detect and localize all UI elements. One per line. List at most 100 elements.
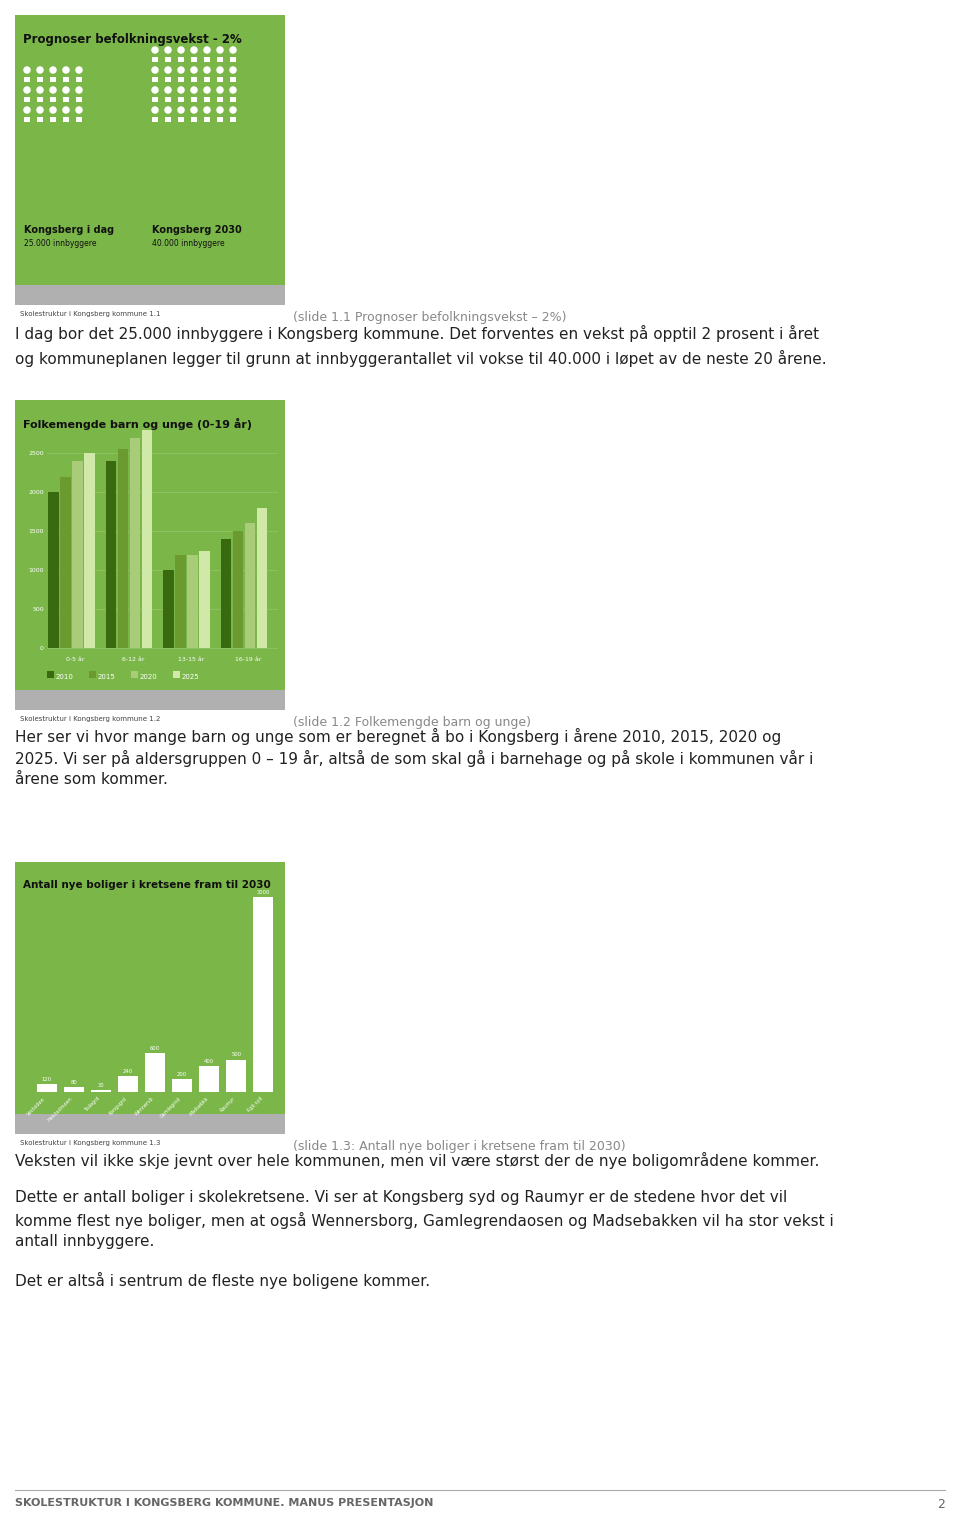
Circle shape	[204, 107, 210, 114]
Circle shape	[63, 67, 69, 74]
Text: Wennersb: Wennersb	[134, 1095, 155, 1117]
Text: Skolestruktur i Kongsberg kommune 1.2: Skolestruktur i Kongsberg kommune 1.2	[20, 716, 160, 723]
Text: 500: 500	[231, 1052, 241, 1057]
Text: Raumyr: Raumyr	[219, 1095, 236, 1114]
FancyBboxPatch shape	[91, 1091, 110, 1092]
Text: Prognoser befolkningsvekst - 2%: Prognoser befolkningsvekst - 2%	[23, 34, 242, 46]
FancyBboxPatch shape	[217, 97, 223, 103]
Text: Kongsberg i dag: Kongsberg i dag	[24, 225, 114, 235]
Text: SKOLESTRUKTUR I KONGSBERG KOMMUNE. MANUS PRESENTASJON: SKOLESTRUKTUR I KONGSBERG KOMMUNE. MANUS…	[15, 1499, 433, 1508]
Circle shape	[152, 48, 158, 54]
Text: 0-5 år: 0-5 år	[66, 657, 85, 663]
FancyBboxPatch shape	[118, 449, 129, 647]
Circle shape	[178, 48, 184, 54]
FancyBboxPatch shape	[230, 97, 236, 103]
FancyBboxPatch shape	[230, 77, 236, 83]
Circle shape	[165, 87, 171, 94]
FancyBboxPatch shape	[165, 97, 171, 103]
Circle shape	[178, 87, 184, 94]
Text: 240: 240	[123, 1069, 132, 1074]
FancyBboxPatch shape	[165, 77, 171, 83]
FancyBboxPatch shape	[191, 77, 197, 83]
Text: Vestsiden: Vestsiden	[26, 1095, 46, 1117]
FancyBboxPatch shape	[153, 57, 157, 63]
Text: 2015: 2015	[98, 673, 116, 680]
FancyBboxPatch shape	[153, 97, 157, 103]
Text: 400: 400	[204, 1058, 214, 1065]
Text: Tislegrd: Tislegrd	[84, 1095, 101, 1114]
FancyBboxPatch shape	[153, 117, 157, 123]
FancyBboxPatch shape	[187, 555, 198, 647]
FancyBboxPatch shape	[118, 1077, 138, 1092]
Text: Heistadmoen: Heistadmoen	[47, 1095, 74, 1123]
Circle shape	[165, 107, 171, 114]
Circle shape	[191, 87, 197, 94]
FancyBboxPatch shape	[131, 670, 138, 678]
Text: 6-12 år: 6-12 år	[122, 657, 145, 663]
FancyBboxPatch shape	[84, 454, 95, 647]
Circle shape	[50, 107, 56, 114]
Circle shape	[152, 67, 158, 74]
FancyBboxPatch shape	[50, 97, 56, 103]
FancyBboxPatch shape	[179, 117, 183, 123]
Text: 2500: 2500	[29, 451, 44, 456]
FancyBboxPatch shape	[72, 462, 83, 647]
Circle shape	[36, 107, 43, 114]
FancyBboxPatch shape	[63, 97, 69, 103]
FancyBboxPatch shape	[179, 97, 183, 103]
Text: Kongsberg 2030: Kongsberg 2030	[152, 225, 242, 235]
FancyBboxPatch shape	[36, 1085, 57, 1092]
FancyBboxPatch shape	[63, 77, 69, 83]
Circle shape	[217, 67, 223, 74]
Text: I dag bor det 25.000 innbyggere i Kongsberg kommune. Det forventes en vekst på o: I dag bor det 25.000 innbyggere i Kongsb…	[15, 325, 827, 368]
Circle shape	[178, 67, 184, 74]
Circle shape	[76, 107, 82, 114]
Circle shape	[24, 107, 30, 114]
Text: Det er altså i sentrum de fleste nye boligene kommer.: Det er altså i sentrum de fleste nye bol…	[15, 1272, 430, 1289]
FancyBboxPatch shape	[191, 57, 197, 63]
FancyBboxPatch shape	[15, 690, 285, 710]
FancyBboxPatch shape	[191, 117, 197, 123]
FancyBboxPatch shape	[165, 57, 171, 63]
FancyBboxPatch shape	[106, 462, 116, 647]
FancyBboxPatch shape	[130, 437, 140, 647]
Circle shape	[230, 107, 236, 114]
FancyBboxPatch shape	[153, 77, 157, 83]
Circle shape	[217, 107, 223, 114]
FancyBboxPatch shape	[253, 897, 274, 1092]
FancyBboxPatch shape	[89, 670, 96, 678]
FancyBboxPatch shape	[172, 1078, 192, 1092]
Text: Veksten vil ikke skje jevnt over hele kommunen, men vil være størst der de nye b: Veksten vil ikke skje jevnt over hele ko…	[15, 1152, 820, 1169]
Circle shape	[24, 67, 30, 74]
Circle shape	[217, 87, 223, 94]
Text: 30: 30	[98, 1083, 104, 1088]
FancyBboxPatch shape	[145, 1052, 165, 1092]
FancyBboxPatch shape	[179, 77, 183, 83]
Text: 120: 120	[41, 1077, 52, 1081]
FancyBboxPatch shape	[50, 117, 56, 123]
FancyBboxPatch shape	[232, 531, 243, 647]
Circle shape	[36, 67, 43, 74]
FancyBboxPatch shape	[60, 477, 71, 647]
Circle shape	[165, 67, 171, 74]
FancyBboxPatch shape	[163, 571, 174, 647]
Text: 2025: 2025	[182, 673, 200, 680]
Circle shape	[204, 87, 210, 94]
Circle shape	[230, 87, 236, 94]
FancyBboxPatch shape	[217, 77, 223, 83]
Circle shape	[191, 48, 197, 54]
Text: 25.000 innbyggere: 25.000 innbyggere	[24, 239, 97, 249]
Circle shape	[50, 67, 56, 74]
FancyBboxPatch shape	[24, 117, 30, 123]
FancyBboxPatch shape	[230, 117, 236, 123]
FancyBboxPatch shape	[24, 77, 30, 83]
Text: 1500: 1500	[29, 529, 44, 534]
Circle shape	[36, 87, 43, 94]
Text: Skolestruktur i Kongsberg kommune 1.3: Skolestruktur i Kongsberg kommune 1.3	[20, 1140, 160, 1146]
Text: Her ser vi hvor mange barn og unge som er beregnet å bo i Kongsberg i årene 2010: Her ser vi hvor mange barn og unge som e…	[15, 729, 781, 746]
Circle shape	[24, 87, 30, 94]
FancyBboxPatch shape	[76, 117, 82, 123]
FancyBboxPatch shape	[76, 97, 82, 103]
FancyBboxPatch shape	[76, 77, 82, 83]
FancyBboxPatch shape	[175, 555, 185, 647]
